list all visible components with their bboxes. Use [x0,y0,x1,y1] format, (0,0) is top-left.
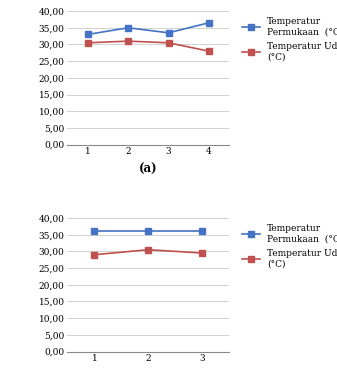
Temperatur Udara
(°C) [200,251,204,255]
Legend: Temperatur
Permukaan  (°C), Temperatur Udara
(°C): Temperatur Permukaan (°C), Temperatur Ud… [240,222,337,270]
Temperatur
Permukaan  (°C) [86,32,90,37]
Temperatur
Permukaan  (°C) [207,21,211,25]
Temperatur Udara
(°C) [86,41,90,45]
Temperatur
Permukaan  (°C) [146,229,150,233]
Temperatur
Permukaan  (°C) [166,31,171,35]
Line: Temperatur Udara
(°C): Temperatur Udara (°C) [85,38,212,54]
Line: Temperatur Udara
(°C): Temperatur Udara (°C) [92,247,205,258]
Legend: Temperatur
Permukaan  (°C), Temperatur Udara
(°C): Temperatur Permukaan (°C), Temperatur Ud… [240,16,337,63]
Temperatur Udara
(°C) [126,39,130,43]
X-axis label: (a): (a) [139,163,158,176]
Line: Temperatur
Permukaan  (°C): Temperatur Permukaan (°C) [85,20,212,37]
Temperatur
Permukaan  (°C) [200,229,204,233]
Temperatur
Permukaan  (°C) [126,26,130,30]
Temperatur Udara
(°C) [92,252,96,257]
Temperatur Udara
(°C) [166,41,171,45]
Temperatur
Permukaan  (°C) [92,229,96,233]
Temperatur Udara
(°C) [146,248,150,252]
Line: Temperatur
Permukaan  (°C): Temperatur Permukaan (°C) [92,229,205,234]
Temperatur Udara
(°C) [207,49,211,53]
